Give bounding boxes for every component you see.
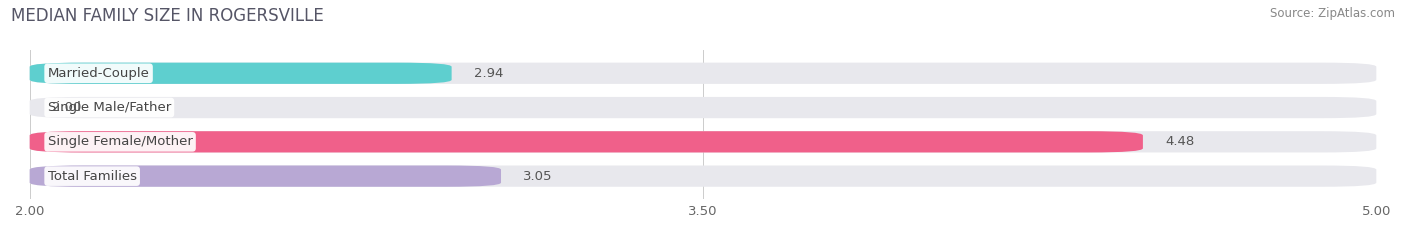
Text: 3.05: 3.05 — [523, 170, 553, 183]
FancyBboxPatch shape — [30, 97, 1376, 118]
Text: 4.48: 4.48 — [1166, 135, 1195, 148]
Text: Source: ZipAtlas.com: Source: ZipAtlas.com — [1270, 7, 1395, 20]
Text: Single Female/Mother: Single Female/Mother — [48, 135, 193, 148]
Text: Single Male/Father: Single Male/Father — [48, 101, 172, 114]
FancyBboxPatch shape — [30, 165, 501, 187]
FancyBboxPatch shape — [30, 131, 1376, 152]
Text: 2.94: 2.94 — [474, 67, 503, 80]
FancyBboxPatch shape — [30, 165, 1376, 187]
FancyBboxPatch shape — [30, 63, 451, 84]
Text: MEDIAN FAMILY SIZE IN ROGERSVILLE: MEDIAN FAMILY SIZE IN ROGERSVILLE — [11, 7, 323, 25]
FancyBboxPatch shape — [30, 63, 1376, 84]
Text: Total Families: Total Families — [48, 170, 136, 183]
FancyBboxPatch shape — [30, 131, 1143, 152]
Text: Married-Couple: Married-Couple — [48, 67, 149, 80]
Text: 2.00: 2.00 — [52, 101, 82, 114]
